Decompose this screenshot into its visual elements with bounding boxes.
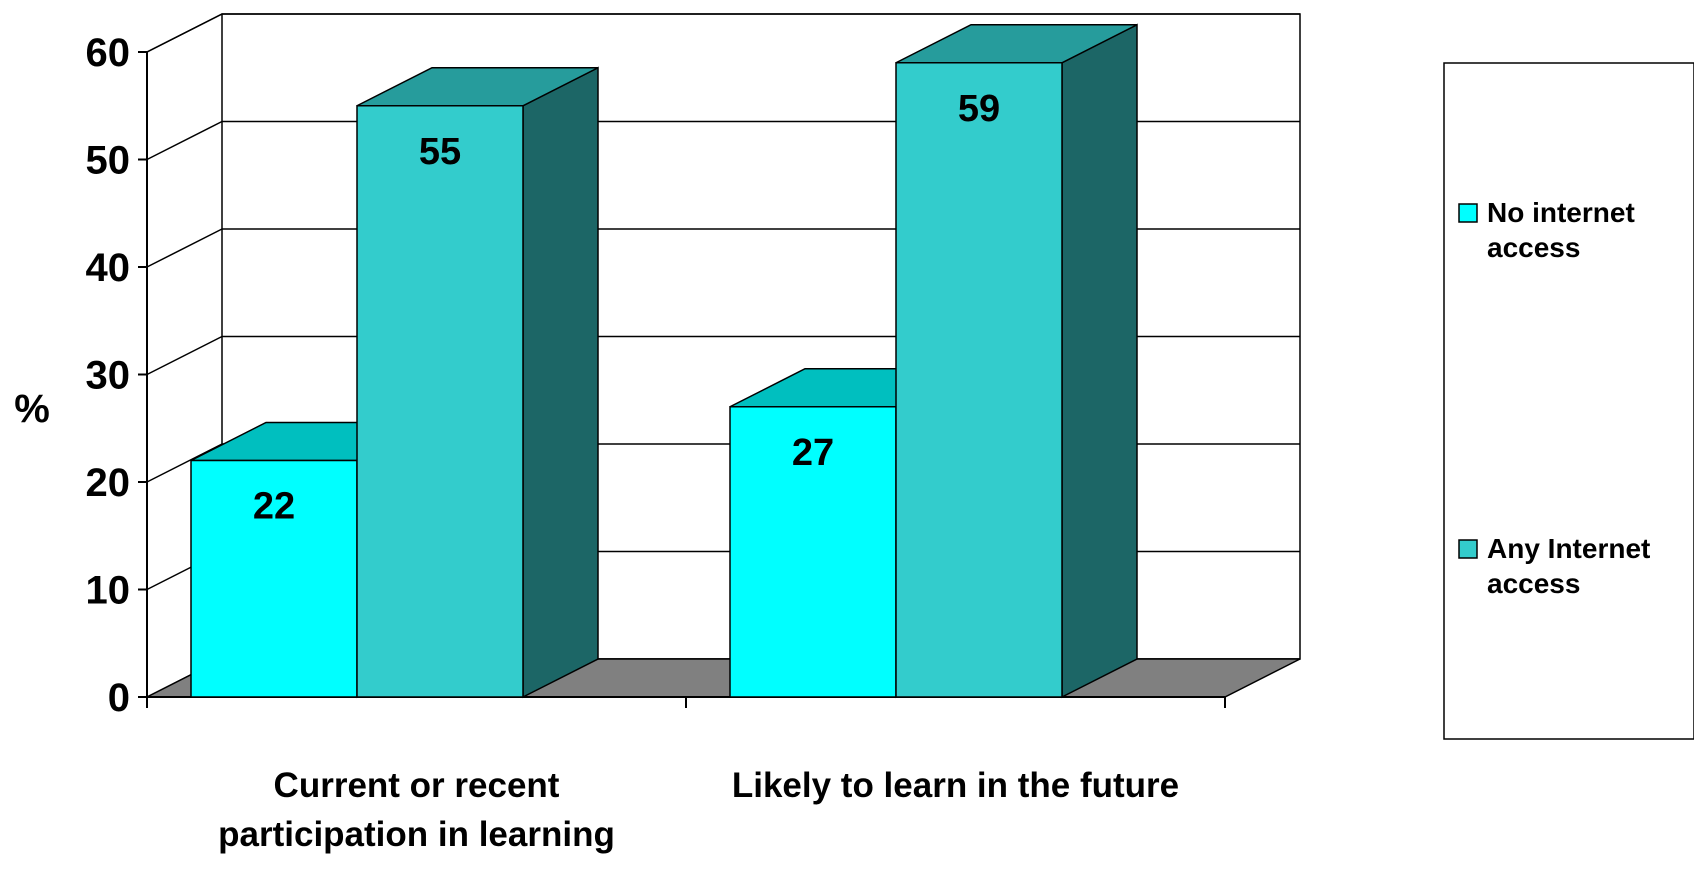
y-tick-labels: 0 10 20 30 40 50 60	[86, 31, 131, 720]
legend-box	[1443, 62, 1694, 740]
bar	[190, 459, 358, 698]
y-tick-label: 10	[86, 569, 131, 613]
data-label: 27	[792, 432, 834, 474]
y-tick-label: 20	[86, 461, 131, 505]
side-gridline	[146, 228, 223, 268]
y-tick-label: 40	[86, 246, 131, 290]
legend: No internet access Any Internet access	[1443, 62, 1694, 740]
legend-label: Any Internet access	[1487, 533, 1650, 599]
side-gridline	[146, 335, 223, 376]
side-gridline	[146, 13, 223, 53]
y-tick-label: 50	[86, 139, 131, 183]
category-label-line: participation in learning	[218, 815, 615, 854]
legend-swatch	[1458, 539, 1478, 559]
data-label: 22	[253, 486, 295, 528]
y-tick-label: 60	[86, 31, 131, 75]
data-label: 59	[958, 88, 1000, 130]
side-gridline	[146, 120, 223, 161]
category-labels: Current or recent participation in learni…	[218, 766, 1179, 854]
category-label: Likely to learn in the future	[732, 766, 1179, 805]
bar	[356, 105, 524, 698]
bars: 22 55 27 59	[190, 23, 1138, 699]
data-label: 55	[419, 131, 461, 173]
category-label-line: Likely to learn in the future	[732, 766, 1179, 805]
legend-swatch	[1458, 203, 1478, 223]
y-tick-label: 30	[86, 354, 131, 398]
y-tick-label: 0	[108, 676, 130, 720]
bar	[895, 62, 1063, 698]
legend-label: No internet access	[1487, 197, 1635, 263]
category-label-line: Current or recent	[274, 766, 560, 805]
legend-label-line: access	[1487, 232, 1580, 263]
bar-side-face	[522, 66, 599, 699]
legend-label-line: No internet	[1487, 197, 1635, 228]
legend-label-line: access	[1487, 568, 1580, 599]
bar-side-face	[1061, 23, 1138, 699]
legend-label-line: Any Internet	[1487, 533, 1650, 564]
y-axis-label: %	[14, 387, 50, 431]
category-label: Current or recent participation in learni…	[218, 766, 615, 854]
bar	[729, 406, 897, 698]
